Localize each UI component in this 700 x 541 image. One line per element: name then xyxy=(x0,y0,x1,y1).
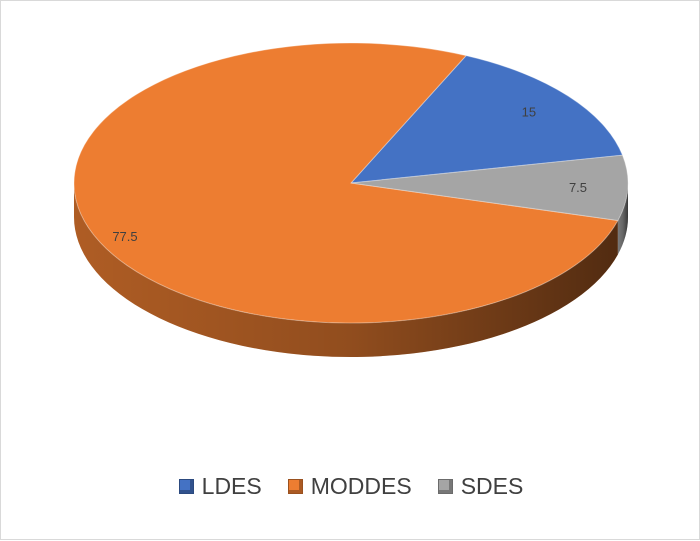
legend-label-moddes: MODDES xyxy=(310,473,412,499)
legend-item-moddes: MODDES xyxy=(287,473,412,500)
legend: LDES MODDES SDES xyxy=(1,473,700,500)
pie-slice-moddes xyxy=(73,42,619,324)
legend-label-sdes: SDES xyxy=(460,473,524,499)
data-label-sdes: 7.5 xyxy=(569,180,587,195)
legend-swatch-moddes xyxy=(287,479,303,494)
pie-sides xyxy=(74,183,628,358)
legend-swatch-ldes xyxy=(178,479,194,494)
legend-swatch-sdes xyxy=(437,479,453,494)
legend-label-ldes: LDES xyxy=(201,473,262,499)
legend-item-ldes: LDES xyxy=(178,473,262,500)
pie-slice-ldes xyxy=(349,55,624,184)
pie-side-shade-sdes xyxy=(617,183,628,255)
data-label-moddes: 77.5 xyxy=(112,229,137,244)
pie-data-labels: 15 77.5 7.5 xyxy=(112,105,587,245)
data-label-ldes: 15 xyxy=(522,105,536,120)
pie-slice-sdes xyxy=(350,154,629,222)
pie-side-shade-moddes xyxy=(74,183,618,358)
pie-top xyxy=(73,42,629,324)
legend-item-sdes: SDES xyxy=(437,473,524,500)
